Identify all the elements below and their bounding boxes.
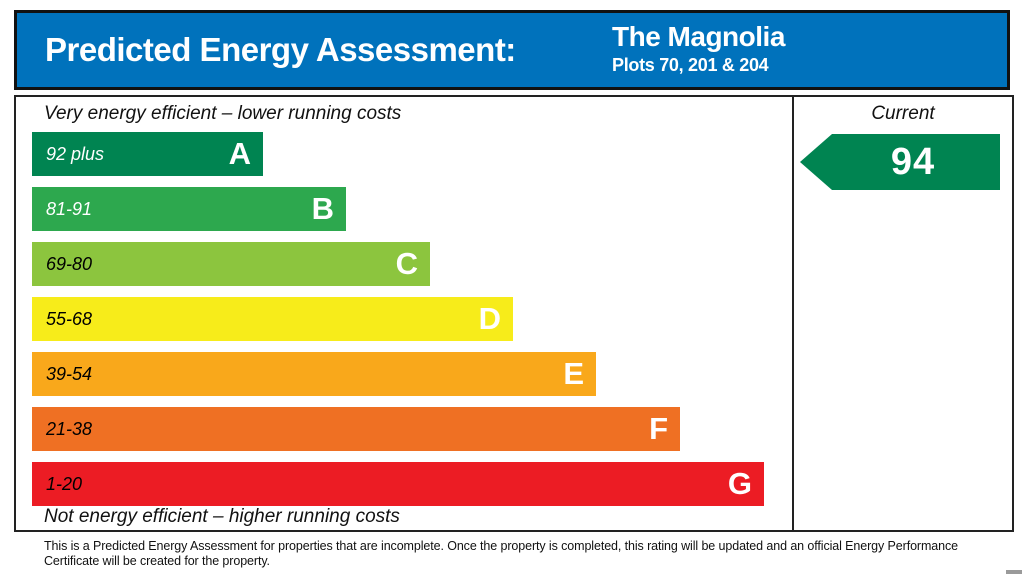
efficient-caption: Very energy efficient – lower running co…: [44, 103, 402, 124]
column-divider: [792, 97, 794, 530]
header: Predicted Energy Assessment: The Magnoli…: [14, 10, 1010, 90]
band-row-f: 21-38 F: [32, 407, 680, 451]
band-letter: G: [727, 466, 752, 501]
band-range-label: 21-38: [46, 418, 93, 439]
current-rating-arrow: 94: [800, 134, 1000, 190]
property-name: The Magnolia: [612, 21, 785, 52]
rating-bands: 92 plus A 81-91 B 69-80 C 55-68 D 39-54 …: [32, 132, 764, 517]
current-column-header: Current: [871, 103, 935, 124]
band-letter: F: [649, 411, 668, 446]
disclaimer-text: This is a Predicted Energy Assessment fo…: [44, 539, 959, 568]
band-letter: E: [563, 356, 584, 391]
band-range-label: 69-80: [46, 253, 93, 274]
band-row-a: 92 plus A: [32, 132, 263, 176]
band-letter: A: [228, 136, 251, 171]
property-plots: Plots 70, 201 & 204: [612, 55, 769, 75]
current-rating-value: 94: [890, 140, 936, 183]
not-efficient-caption: Not energy efficient – higher running co…: [44, 506, 400, 527]
band-row-c: 69-80 C: [32, 242, 430, 286]
band-letter: C: [395, 246, 418, 281]
page-corner-mark: [1006, 570, 1022, 574]
band-range-label: 1-20: [46, 473, 83, 494]
band-letter: D: [478, 301, 501, 336]
band-row-b: 81-91 B: [32, 187, 346, 231]
current-column: Current 94: [794, 97, 1012, 530]
rating-chart-panel: Very energy efficient – lower running co…: [14, 95, 1014, 532]
band-range-label: 55-68: [46, 308, 93, 329]
property-info: The Magnolia Plots 70, 201 & 204: [612, 20, 785, 76]
band-range-label: 39-54: [46, 363, 93, 384]
band-letter: B: [311, 191, 334, 226]
band-range-label: 92 plus: [46, 143, 105, 164]
band-range-label: 81-91: [46, 198, 93, 219]
page-title: Predicted Energy Assessment:: [45, 31, 516, 68]
band-row-e: 39-54 E: [32, 352, 596, 396]
band-row-d: 55-68 D: [32, 297, 513, 341]
band-row-g: 1-20 G: [32, 462, 764, 506]
